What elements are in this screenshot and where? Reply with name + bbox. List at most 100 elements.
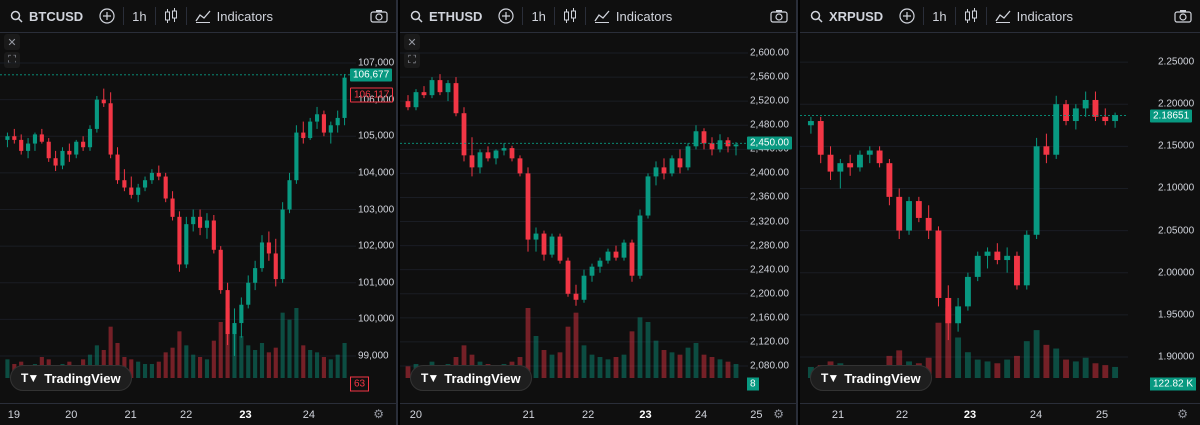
snapshot-button[interactable] <box>1166 0 1200 33</box>
snapshot-button[interactable] <box>762 0 796 33</box>
candle-body <box>565 260 571 294</box>
candle-body <box>915 201 922 218</box>
price-axis-label: 1.90000 <box>1158 351 1195 363</box>
candle-body <box>807 121 814 126</box>
time-axis-label: 23 <box>239 409 252 421</box>
price-chart[interactable] <box>800 33 1200 403</box>
price-axis-label: 2,160.00 <box>750 312 789 324</box>
interval-button[interactable]: 1h <box>924 0 954 33</box>
indicators-button[interactable]: Indicators <box>187 0 281 33</box>
candle <box>19 134 24 155</box>
chart-type-button[interactable] <box>956 0 986 33</box>
chart-toolbar: ETHUSD 1h Indicators <box>400 0 796 33</box>
close-pane-icon[interactable]: ✕ <box>404 34 420 50</box>
compare-button[interactable] <box>490 0 522 33</box>
chart-panel-xrpusd[interactable]: XRPUSD 1h Indicators T▼ TradingView ⚙ 21 2… <box>800 0 1200 425</box>
candle <box>533 227 539 252</box>
candle <box>328 121 333 144</box>
tradingview-logo[interactable]: T▼ TradingView <box>10 365 132 391</box>
chart-panel-ethusd[interactable]: ETHUSD 1h Indicators ✕ ⛶ T▼ TradingView ⚙… <box>400 0 798 425</box>
close-pane-icon[interactable]: ✕ <box>4 34 20 50</box>
candle <box>170 191 175 221</box>
time-axis-label: 23 <box>963 409 977 421</box>
snapshot-button[interactable] <box>362 0 396 33</box>
time-axis[interactable]: ⚙ 19 20 21 22 23 24 <box>0 403 396 425</box>
time-axis[interactable]: ⚙ 21 22 23 24 25 <box>800 403 1200 425</box>
interval-button[interactable]: 1h <box>124 0 154 33</box>
volume-bar <box>163 352 168 378</box>
tradingview-logo[interactable]: T▼ TradingView <box>410 365 532 391</box>
symbol-search-button[interactable]: ETHUSD <box>400 0 490 33</box>
candle-body <box>645 176 651 216</box>
tradingview-logo[interactable]: T▼ TradingView <box>810 365 932 391</box>
price-chart[interactable] <box>0 33 396 403</box>
candle-body <box>549 236 555 255</box>
maximize-pane-icon[interactable]: ⛶ <box>4 52 20 68</box>
candle-body <box>218 249 223 291</box>
chart-toolbar: XRPUSD 1h Indicators <box>800 0 1200 33</box>
volume-bar <box>273 347 278 378</box>
tradingview-mark-icon: T▼ <box>421 371 439 385</box>
volume-value-tag: 122.82 K <box>1150 377 1197 391</box>
symbol-search-button[interactable]: BTCUSD <box>0 0 91 33</box>
settings-gear-icon[interactable]: ⚙ <box>773 407 784 421</box>
candle-body <box>677 158 683 168</box>
interval-button[interactable]: 1h <box>523 0 553 33</box>
candle <box>541 230 547 261</box>
symbol-search-button[interactable]: XRPUSD <box>800 0 891 33</box>
candle-body <box>896 196 903 231</box>
candle-body <box>994 251 1001 261</box>
candle <box>876 146 883 168</box>
candle <box>827 146 834 181</box>
candle <box>445 80 451 102</box>
volume-bar <box>669 352 675 378</box>
volume-bar <box>733 364 739 378</box>
volume-bar <box>701 354 707 378</box>
volume-bar <box>294 308 299 378</box>
chart-panel-btcusd[interactable]: BTCUSD 1h Indicators ✕ ⛶ T▼ TradingView ⚙… <box>0 0 398 425</box>
settings-gear-icon[interactable]: ⚙ <box>1177 407 1188 421</box>
chart-type-button[interactable] <box>555 0 585 33</box>
candle-body <box>453 83 459 114</box>
indicators-button[interactable]: Indicators <box>586 0 680 33</box>
volume-bar <box>136 361 141 378</box>
candle <box>1053 95 1060 159</box>
volume-value-tag: 63 <box>350 376 370 392</box>
candle-body <box>87 128 93 148</box>
candle-body <box>589 266 595 276</box>
volume-bar <box>170 347 175 378</box>
compare-button[interactable] <box>891 0 923 33</box>
compare-button[interactable] <box>91 0 123 33</box>
toolbar-divider <box>584 7 586 25</box>
volume-bar <box>101 350 106 378</box>
volume-bar <box>896 350 903 378</box>
candle-body <box>239 304 244 324</box>
price-axis-label: 2.20000 <box>1158 98 1195 110</box>
volume-bar <box>184 345 189 378</box>
candle-body <box>974 255 981 277</box>
time-axis[interactable]: ⚙ 20 21 22 23 24 25 <box>400 403 796 425</box>
settings-gear-icon[interactable]: ⚙ <box>373 407 384 421</box>
candle-body <box>533 233 539 240</box>
candle <box>461 107 467 162</box>
candle <box>549 233 555 258</box>
candle-body <box>685 146 691 168</box>
symbol-label: ETHUSD <box>429 8 483 24</box>
volume-bar <box>266 352 271 378</box>
volume-bar <box>637 317 643 378</box>
price-axis-label: 2,360.00 <box>750 191 789 203</box>
chart-type-button[interactable] <box>156 0 186 33</box>
volume-bar <box>717 359 723 378</box>
indicators-button[interactable]: Indicators <box>987 0 1081 33</box>
maximize-pane-icon[interactable]: ⛶ <box>404 52 420 68</box>
candle <box>1082 91 1089 117</box>
candle <box>1033 137 1040 239</box>
candle-body <box>906 201 912 231</box>
price-chart[interactable] <box>400 33 796 403</box>
candle <box>437 74 443 96</box>
time-axis-label: 21 <box>831 409 845 421</box>
candle <box>1092 91 1099 122</box>
candle <box>184 216 189 269</box>
toolbar-divider <box>985 7 987 25</box>
volume-bar <box>1112 366 1119 378</box>
